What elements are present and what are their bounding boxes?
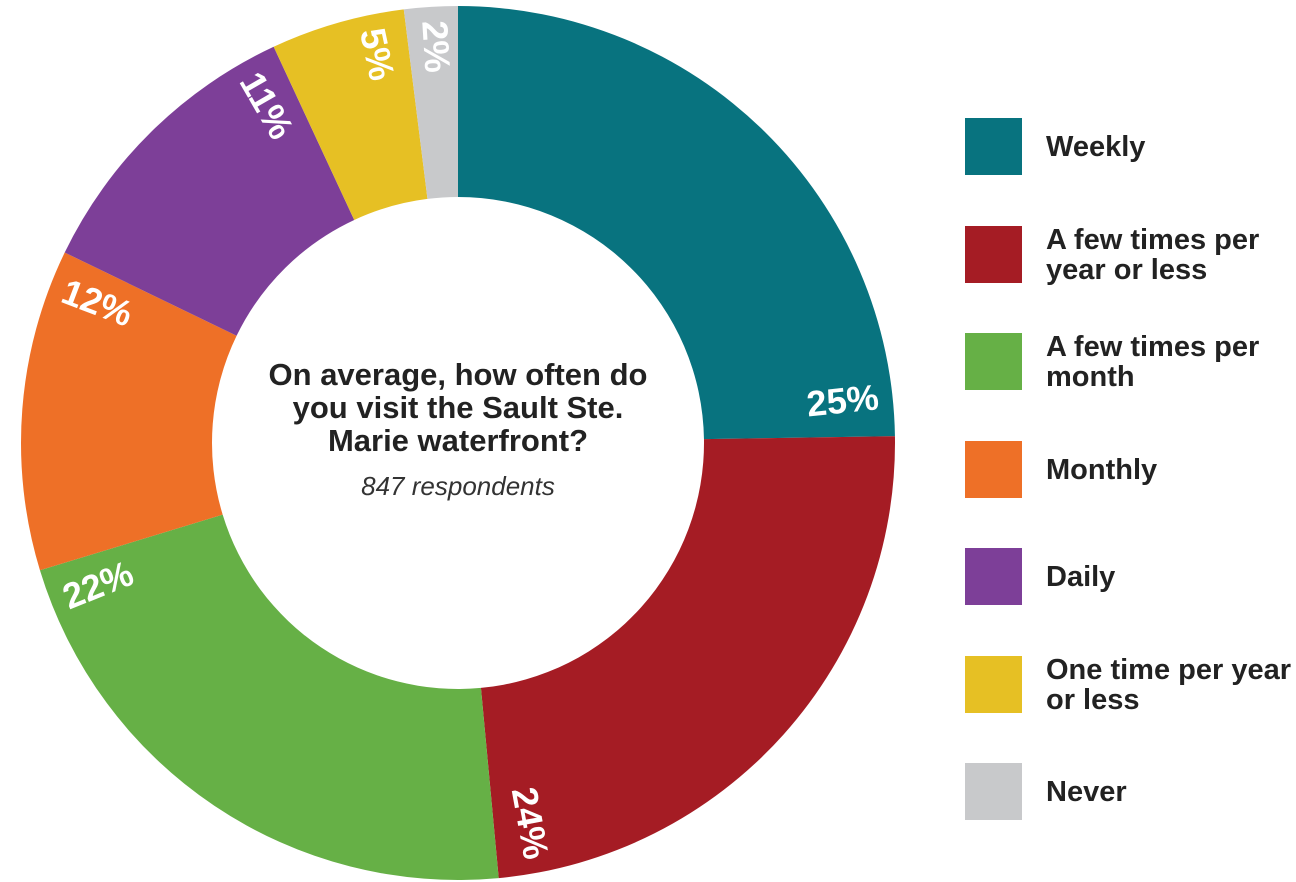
- legend-item: A few times per month: [965, 331, 1295, 393]
- legend-swatch: [965, 333, 1022, 390]
- legend-swatch: [965, 548, 1022, 605]
- value-label: 2%: [414, 19, 458, 73]
- legend-item: Monthly: [965, 440, 1295, 499]
- center-text: On average, how often do you visit the S…: [238, 358, 678, 502]
- slice: [403, 6, 458, 199]
- legend-item: A few times per year or less: [965, 223, 1295, 286]
- slice: [21, 252, 237, 571]
- chart-title: On average, how often do you visit the S…: [268, 357, 648, 458]
- legend-label: Weekly: [1046, 131, 1146, 163]
- legend-swatch: [965, 440, 1022, 498]
- legend-item: One time per year or less: [965, 653, 1295, 716]
- legend-item: Daily: [965, 548, 1295, 606]
- slice: [480, 436, 895, 879]
- legend-swatch: [965, 118, 1022, 175]
- legend-item: Never: [965, 763, 1295, 821]
- legend-label: Daily: [1046, 561, 1116, 593]
- legend-label: One time per year or less: [1046, 653, 1291, 716]
- slice: [39, 514, 499, 880]
- legend-swatch: [965, 763, 1022, 820]
- legend-swatch: [965, 225, 1022, 283]
- legend-label: A few times per month: [1046, 331, 1260, 393]
- chart-subtitle: 847 respondents: [361, 471, 555, 501]
- slice: [273, 9, 428, 220]
- slice: [64, 46, 355, 336]
- legend-label: Never: [1046, 776, 1127, 808]
- slice: [458, 6, 895, 440]
- legend-label: A few times per year or less: [1046, 223, 1260, 286]
- legend-label: Monthly: [1046, 453, 1158, 486]
- legend-swatch: [965, 655, 1022, 713]
- value-label: 25%: [805, 376, 881, 424]
- legend-item: Weekly: [965, 118, 1295, 176]
